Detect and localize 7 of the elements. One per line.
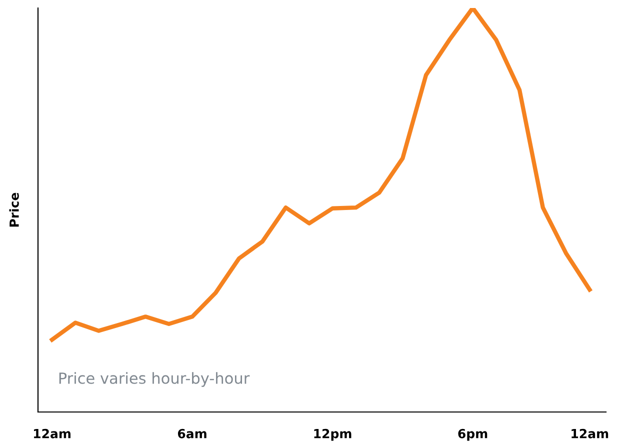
annotation: Price varies hour-by-hour — [59, 372, 250, 387]
x-tick-label: 6pm — [458, 428, 488, 441]
x-tick-label: 12am — [34, 428, 70, 438]
x-tick-label: 12pm — [314, 428, 352, 441]
x-tick-label: 6am — [178, 428, 206, 438]
y-axis-title: Price — [9, 192, 19, 227]
x-tick-label: 12am — [572, 428, 608, 438]
